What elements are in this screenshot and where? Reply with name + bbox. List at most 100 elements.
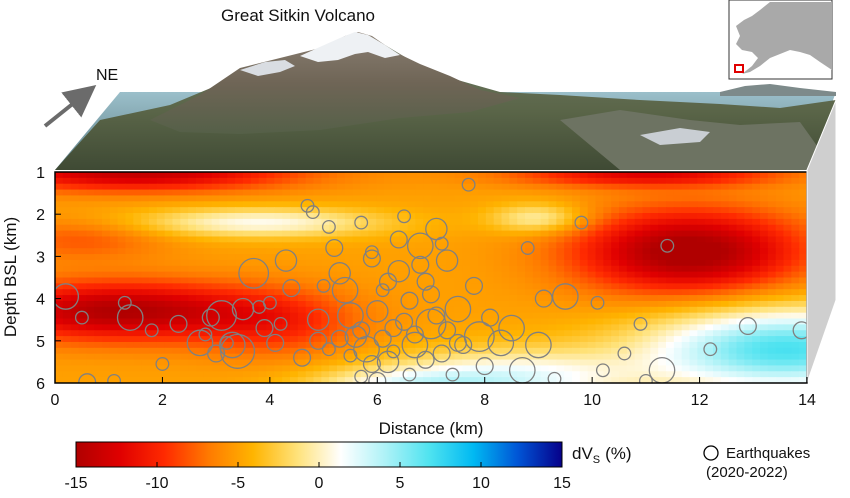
heatmap-cell: [673, 218, 683, 226]
heatmap-cell: [227, 183, 236, 191]
heatmap-cell: [321, 207, 330, 214]
heatmap-cell: [344, 177, 354, 185]
heatmap-cell: [775, 177, 785, 185]
heatmap-cell: [760, 318, 769, 325]
heatmap-cell: [290, 377, 299, 383]
heatmap-cell: [188, 242, 197, 249]
heatmap-cell: [478, 259, 487, 267]
heatmap-cell: [180, 371, 189, 378]
heatmap-cell: [117, 201, 127, 208]
heatmap-cell: [799, 230, 807, 238]
heatmap-cell: [102, 289, 111, 296]
heatmap-cell: [626, 324, 636, 331]
heatmap-cell: [391, 213, 401, 220]
heatmap-cell: [125, 318, 134, 325]
heatmap-cell: [141, 336, 150, 343]
heatmap-cell: [62, 353, 72, 361]
heatmap-cell: [564, 230, 573, 238]
heatmap-cell: [164, 306, 174, 314]
heatmap-cell: [728, 172, 738, 179]
heatmap-cell: [313, 201, 322, 208]
heatmap-cell: [297, 341, 307, 349]
heatmap-cell: [423, 295, 432, 302]
heatmap-cell: [791, 265, 800, 273]
heatmap-cell: [454, 341, 463, 349]
heatmap-cell: [720, 271, 730, 279]
heatmap-cell: [666, 277, 675, 284]
ne-arrow-icon: [43, 85, 97, 128]
heatmap-cell: [634, 224, 644, 232]
heatmap-cell: [517, 371, 526, 378]
colorbar-tick-label: 0: [315, 475, 324, 492]
heatmap-cell: [117, 341, 127, 349]
heatmap-cell: [689, 300, 698, 308]
heatmap-cell: [391, 283, 401, 290]
heatmap-cell: [368, 318, 377, 325]
block-side-face: [806, 99, 837, 384]
heatmap-cell: [783, 183, 792, 191]
heatmap-cell: [368, 207, 377, 214]
heatmap-cell: [689, 254, 698, 261]
heatmap-cell: [681, 207, 691, 214]
earthquake-marker: [461, 177, 476, 192]
heatmap-cell: [407, 359, 416, 367]
heatmap-cell: [619, 336, 628, 343]
heatmap-cell: [305, 312, 315, 320]
heatmap-cell: [125, 183, 134, 191]
heatmap-cell: [243, 189, 252, 197]
heatmap-cell: [305, 183, 315, 191]
heatmap-cell: [125, 306, 134, 314]
heatmap-cell: [485, 183, 495, 191]
heatmap-cell: [564, 365, 573, 372]
heatmap-cell: [736, 189, 745, 197]
heatmap-cell: [203, 207, 213, 214]
heatmap-cell: [78, 365, 87, 372]
heatmap-cell: [799, 341, 807, 349]
earthquake-marker: [218, 331, 246, 359]
heatmap-cell: [180, 312, 189, 320]
heatmap-cell: [454, 201, 463, 208]
heatmap-cell: [548, 306, 557, 314]
earthquake-marker: [397, 209, 412, 224]
heatmap-cell: [744, 324, 753, 331]
heatmap-cell: [446, 359, 456, 367]
heatmap-cell: [611, 271, 620, 279]
heatmap-cell: [470, 353, 479, 361]
heatmap-cell: [133, 318, 142, 325]
heatmap-cell: [258, 177, 268, 185]
heatmap-cell: [109, 218, 119, 226]
heatmap-cell: [274, 189, 283, 197]
heatmap-cell: [86, 230, 95, 238]
heatmap-cell: [290, 207, 299, 214]
heatmap-cell: [78, 359, 87, 367]
heatmap-cell: [485, 201, 495, 208]
heatmap-cell: [196, 183, 205, 191]
heatmap-cell: [86, 189, 95, 197]
heatmap-cell: [485, 312, 495, 320]
heatmap-cell: [203, 341, 213, 349]
x-tick-label: 8: [480, 392, 489, 409]
heatmap-cell: [250, 201, 260, 208]
heatmap-cell: [470, 254, 479, 261]
heatmap-cell: [603, 183, 612, 191]
heatmap-cell: [525, 189, 534, 197]
heatmap-cell: [744, 347, 753, 355]
heatmap-cell: [532, 336, 542, 343]
heatmap-cell: [274, 207, 283, 214]
heatmap-cell: [501, 271, 510, 279]
heatmap-cell: [133, 371, 142, 378]
heatmap-cell: [493, 236, 503, 243]
heatmap-cell: [705, 359, 714, 367]
heatmap-cell: [689, 306, 698, 314]
heatmap-cell: [650, 324, 659, 331]
heatmap-cell: [611, 312, 620, 320]
heatmap-cell: [62, 300, 72, 308]
heatmap-cell: [666, 336, 675, 343]
heatmap-cell: [666, 242, 675, 249]
heatmap-cell: [141, 248, 150, 255]
heatmap-cell: [141, 300, 150, 308]
heatmap-cell: [509, 371, 518, 378]
heatmap-cell: [572, 365, 581, 372]
heatmap-cell: [485, 172, 495, 179]
heatmap-cell: [485, 177, 495, 185]
